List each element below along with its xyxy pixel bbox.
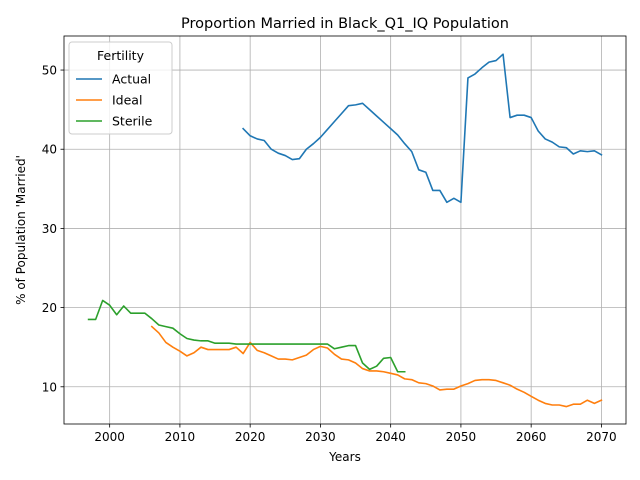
legend-label-ideal: Ideal <box>112 93 142 108</box>
x-tick-label: 2030 <box>305 430 336 444</box>
x-tick-label: 2020 <box>235 430 266 444</box>
x-tick-label: 2010 <box>165 430 196 444</box>
y-tick-label: 10 <box>42 380 57 394</box>
grid <box>64 36 626 424</box>
x-tick-label: 2070 <box>586 430 617 444</box>
plot-frame <box>63 35 627 425</box>
y-tick-label: 20 <box>42 301 57 315</box>
legend-label-sterile: Sterile <box>112 114 153 129</box>
x-tick-label: 2040 <box>375 430 406 444</box>
y-tick-label: 30 <box>42 222 57 236</box>
series-line-ideal <box>150 325 603 408</box>
y-axis: 10 20 30 40 50 <box>42 64 64 394</box>
y-axis-label: % of Population 'Married' <box>14 155 28 305</box>
y-tick-label: 40 <box>42 143 57 157</box>
x-tick-label: 2000 <box>94 430 125 444</box>
legend-box <box>68 41 173 135</box>
x-tick-label: 2050 <box>446 430 477 444</box>
chart-title: Proportion Married in Black_Q1_IQ Popula… <box>181 16 509 32</box>
x-tick-label: 2060 <box>516 430 547 444</box>
series-lines <box>87 53 603 408</box>
legend-title: Fertility <box>97 48 145 63</box>
y-tick-label: 50 <box>42 64 57 78</box>
x-axis-label: Years <box>328 450 361 464</box>
series-line-sterile <box>87 299 406 373</box>
legend-label-actual: Actual <box>112 72 151 87</box>
series-line-actual <box>242 53 603 204</box>
x-axis: 2000 2010 2020 2030 2040 2050 2060 2070 <box>94 424 617 444</box>
legend: Fertility Actual Ideal Sterile <box>68 41 173 135</box>
